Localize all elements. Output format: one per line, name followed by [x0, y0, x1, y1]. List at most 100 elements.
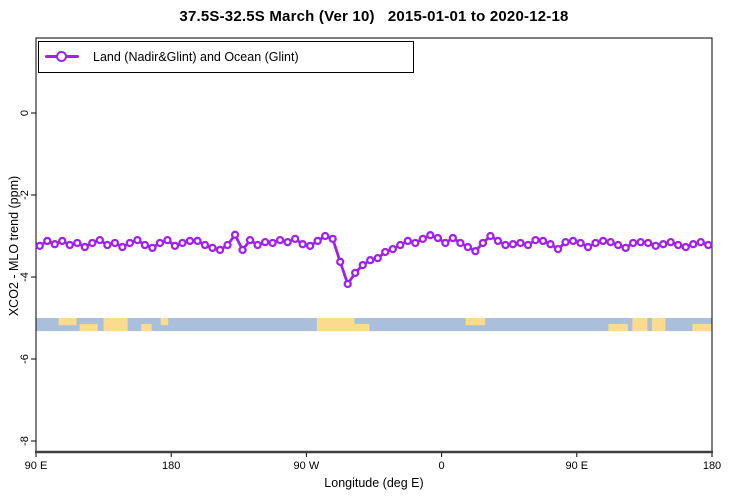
- data-point-marker: [448, 233, 458, 243]
- data-point-marker: [501, 240, 510, 250]
- data-point-marker: [613, 240, 623, 250]
- data-point-marker: [606, 237, 615, 247]
- data-point-marker: [290, 234, 300, 244]
- data-point-marker: [245, 235, 255, 245]
- data-point-marker: [148, 243, 157, 253]
- data-point-marker: [456, 238, 465, 248]
- data-point-marker: [426, 231, 435, 240]
- data-point-marker: [336, 257, 345, 266]
- data-point-marker: [366, 256, 375, 265]
- land-patch: [58, 318, 77, 326]
- data-point-marker: [43, 236, 52, 246]
- data-point-marker: [223, 240, 232, 250]
- x-tick-label: 90 E: [565, 460, 589, 472]
- open-circle-icon: [56, 51, 67, 62]
- data-point-marker: [58, 236, 67, 246]
- data-point-marker: [110, 238, 120, 248]
- data-point-marker: [621, 243, 630, 253]
- data-point-marker: [433, 233, 442, 243]
- x-axis-label: Longitude (deg E): [324, 476, 424, 490]
- data-point-marker: [659, 240, 668, 249]
- land-patch: [160, 318, 169, 326]
- data-point-marker: [568, 236, 578, 246]
- land-patch: [141, 323, 152, 332]
- data-point-marker: [215, 245, 225, 255]
- data-point-marker: [546, 240, 555, 249]
- y-tick-label: -2: [19, 190, 31, 200]
- data-point-marker: [163, 235, 172, 245]
- y-tick-label: -6: [19, 354, 31, 364]
- data-point-marker: [681, 242, 690, 252]
- land-patch: [632, 318, 648, 332]
- land-patch: [316, 318, 355, 332]
- y-axis-label: XCO2 - MLO trend (ppm): [7, 175, 21, 317]
- land-patch: [465, 318, 486, 326]
- data-point-marker: [170, 241, 180, 250]
- data-point-marker: [696, 237, 705, 247]
- data-point-marker: [553, 244, 563, 254]
- data-point-marker: [238, 245, 247, 255]
- data-point-marker: [598, 236, 608, 246]
- data-point-marker: [591, 238, 600, 248]
- land-patch: [354, 323, 370, 332]
- data-point-marker: [396, 240, 405, 250]
- legend-line-sample: [45, 42, 89, 72]
- data-point-marker: [95, 235, 104, 245]
- data-point-marker: [88, 238, 97, 248]
- x-tick-label: 90 W: [293, 460, 320, 472]
- data-point-marker: [493, 236, 503, 246]
- data-point-marker: [636, 237, 645, 247]
- data-point-marker: [283, 237, 292, 247]
- data-point-marker: [463, 242, 473, 252]
- data-point-marker: [125, 238, 135, 248]
- data-point-marker: [253, 240, 262, 250]
- data-point-marker: [628, 238, 638, 248]
- data-point-marker: [35, 241, 44, 250]
- data-point-marker: [644, 238, 653, 248]
- data-point-marker: [321, 231, 330, 241]
- x-tick-label: 90 E: [24, 460, 48, 472]
- data-point-marker: [260, 237, 270, 247]
- data-point-marker: [50, 240, 59, 249]
- chart-title: 37.5S-32.5S March (Ver 10) 2015-01-01 to…: [179, 8, 569, 25]
- data-point-marker: [208, 243, 217, 253]
- data-point-marker: [313, 236, 322, 246]
- data-point-marker: [65, 240, 74, 250]
- data-point-marker: [411, 238, 420, 248]
- data-point-marker: [230, 230, 240, 239]
- data-point-marker: [351, 268, 360, 278]
- y-tick-label: 0: [19, 109, 31, 117]
- data-point-marker: [508, 240, 518, 249]
- data-point-marker: [561, 237, 570, 247]
- data-point-marker: [328, 234, 337, 244]
- data-point-marker: [523, 240, 533, 250]
- data-point-marker: [358, 260, 367, 270]
- land-patch: [79, 323, 98, 332]
- data-point-marker: [155, 238, 165, 248]
- land-patch: [103, 318, 128, 332]
- data-point-marker: [583, 242, 593, 252]
- data-point-marker: [185, 236, 195, 246]
- data-point-marker: [118, 242, 127, 252]
- data-point-marker: [133, 235, 142, 245]
- data-point-marker: [531, 235, 540, 245]
- x-tick-label: 180: [162, 460, 181, 472]
- data-point-marker: [704, 240, 713, 250]
- y-tick-label: -4: [19, 272, 31, 282]
- map-strip-ocean: [36, 318, 712, 332]
- data-point-marker: [478, 238, 488, 248]
- data-point-marker: [80, 242, 89, 252]
- data-point-marker: [418, 234, 427, 244]
- data-point-marker: [674, 240, 683, 250]
- data-point-marker: [666, 237, 675, 247]
- data-point-marker: [103, 240, 112, 250]
- data-point-marker: [200, 240, 210, 250]
- land-patch: [608, 323, 628, 332]
- data-point-marker: [373, 253, 382, 263]
- data-point-marker: [538, 236, 548, 246]
- x-tick-label: 0: [438, 460, 445, 472]
- data-point-marker: [73, 238, 82, 248]
- data-point-marker: [441, 238, 450, 248]
